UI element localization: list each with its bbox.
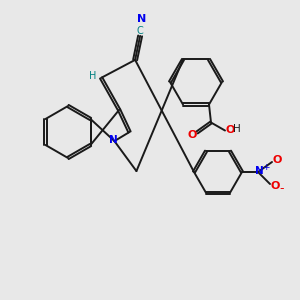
Text: +: + [262,163,270,172]
Text: N: N [255,166,263,176]
Text: H: H [233,124,241,134]
Text: O: O [225,124,235,134]
Text: C: C [137,26,143,36]
Text: O: O [187,130,197,140]
Text: N: N [109,135,118,145]
Text: O: O [270,181,280,191]
Text: H: H [89,71,97,81]
Text: O: O [272,155,282,165]
Text: -: - [280,182,284,196]
Text: N: N [137,14,147,24]
